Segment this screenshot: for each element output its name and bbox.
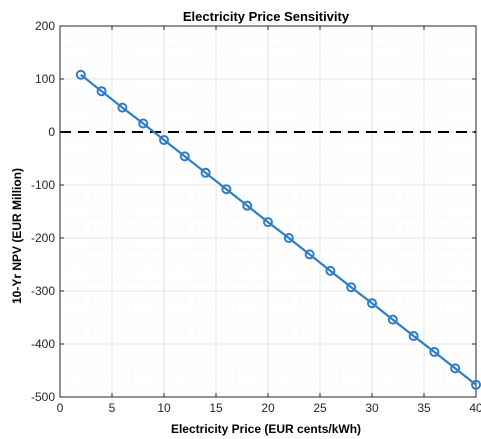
data-point-marker (304, 249, 315, 260)
data-point-marker (117, 102, 128, 113)
data-point-marker (367, 298, 377, 309)
data-point-marker (159, 134, 169, 145)
x-tick-label: 25 (313, 401, 327, 415)
x-tick-label: 20 (261, 401, 275, 415)
y-axis-label: 10-Yr NPV (EUR Million) (10, 168, 24, 304)
y-tick-label: -100 (31, 178, 55, 192)
data-point-marker (325, 265, 336, 276)
y-tick-label: 0 (48, 125, 55, 139)
data-point-marker (471, 379, 481, 390)
y-tick-label: -300 (31, 284, 55, 298)
data-point-marker (221, 184, 232, 195)
y-tick-label: 200 (35, 19, 55, 33)
x-axis-label: Electricity Price (EUR cents/kWh) (171, 422, 361, 436)
data-point-marker (96, 86, 107, 97)
y-tick-label: -400 (31, 337, 55, 351)
data-point-marker (387, 314, 398, 325)
y-tick-label: 100 (35, 72, 55, 86)
x-tick-label: 35 (417, 401, 431, 415)
chart-title: Electricity Price Sensitivity (183, 9, 350, 24)
data-point-marker (75, 69, 86, 80)
data-point-marker (346, 282, 357, 293)
y-tick-label: -500 (31, 390, 55, 404)
x-tick-label: 15 (209, 401, 223, 415)
data-point-marker (200, 167, 211, 178)
data-point-marker (283, 233, 294, 243)
data-point-marker (408, 331, 419, 342)
data-point-marker (138, 118, 149, 129)
x-tick-label: 10 (157, 401, 171, 415)
x-tick-label: 40 (469, 401, 481, 415)
data-point-marker (429, 346, 440, 357)
data-point-marker (242, 200, 253, 211)
data-point-marker (450, 363, 461, 374)
data-point-marker (263, 217, 273, 228)
y-tick-label: -200 (31, 231, 55, 245)
data-point-marker (179, 151, 190, 162)
plot-area: 0 5 10 15 20 25 30 35 40 200 100 0 -100 -200 -300 -400 -… (31, 19, 481, 415)
x-tick-label: 5 (109, 401, 116, 415)
x-tick-label: 0 (57, 401, 64, 415)
x-tick-label: 30 (365, 401, 379, 415)
